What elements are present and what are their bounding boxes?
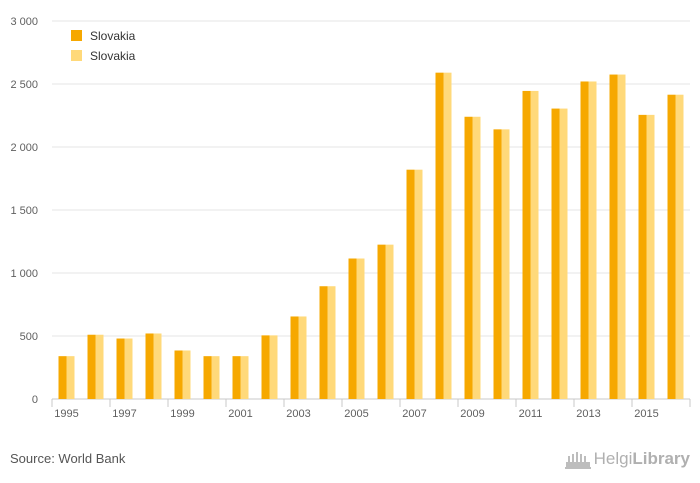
x-tick-label: 1995: [54, 408, 78, 420]
x-tick-label: 2003: [286, 408, 310, 420]
bar: [203, 356, 212, 399]
brand-name-bold: Library: [632, 449, 690, 468]
bar: [551, 108, 560, 399]
bar: [617, 74, 626, 400]
bar-chart: 0 500 1 000 1 500 2 000 2 500 3 000 1995 1997 199…: [10, 16, 691, 420]
legend-swatch: [71, 50, 82, 61]
bar: [675, 94, 684, 400]
bar: [414, 169, 423, 399]
bar: [211, 356, 220, 399]
bar: [95, 334, 104, 399]
x-tick-label: 1997: [112, 408, 136, 420]
bar: [530, 90, 539, 400]
x-tick-label: 2007: [402, 408, 426, 420]
bar: [377, 244, 386, 399]
bar: [385, 244, 394, 399]
legend-swatch: [71, 30, 82, 41]
bar: [290, 316, 299, 399]
bar: [609, 74, 618, 400]
bar: [472, 116, 481, 399]
bar: [464, 116, 473, 399]
bar: [406, 169, 415, 399]
helgilibrary-logo[interactable]: HelgiLibrary: [564, 448, 690, 470]
bar: [443, 72, 452, 399]
bar: [580, 81, 589, 399]
bar: [493, 129, 502, 400]
bar: [667, 94, 676, 400]
x-tick-label: 2009: [460, 408, 484, 420]
bar: [501, 129, 510, 400]
chart-area: 0 500 1 000 1 500 2 000 2 500 3 000 1995 1997 199…: [10, 16, 691, 420]
bar: [232, 356, 241, 399]
bar: [638, 114, 647, 400]
bar: [116, 338, 125, 399]
bar: [319, 286, 328, 399]
x-tick-label: 2005: [344, 408, 368, 420]
x-tick-label: 2015: [634, 408, 658, 420]
legend-label: Slovakia: [90, 29, 136, 43]
x-tick-label: 2013: [576, 408, 600, 420]
source-label: Source: World Bank: [10, 451, 126, 466]
bar: [182, 350, 191, 399]
bar: [153, 333, 162, 399]
y-tick-label: 2 000: [10, 142, 38, 154]
y-tick-label: 0: [32, 394, 38, 406]
bar: [356, 258, 365, 399]
bar: [261, 335, 270, 399]
bar: [298, 316, 307, 399]
bar: [124, 338, 133, 399]
x-tick-label: 1999: [170, 408, 194, 420]
brand-name-regular: Helgi: [593, 449, 633, 468]
x-tick-label: 2011: [519, 408, 543, 420]
x-tick-label: 2001: [228, 408, 252, 420]
bar: [559, 108, 568, 399]
legend-label: Slovakia: [90, 49, 136, 63]
y-tick-label: 2 500: [10, 79, 38, 91]
bar: [435, 72, 444, 399]
bar: [58, 356, 67, 399]
bar: [588, 81, 597, 399]
bar: [348, 258, 357, 399]
bar: [327, 286, 336, 399]
bar: [145, 333, 154, 399]
y-tick-label: 500: [20, 331, 38, 343]
bar: [522, 90, 531, 400]
y-tick-label: 3 000: [10, 16, 38, 28]
brand-name: HelgiLibrary: [594, 449, 690, 469]
bar: [66, 356, 75, 399]
y-tick-label: 1 500: [10, 205, 38, 217]
bar: [87, 334, 96, 399]
bar: [646, 114, 655, 400]
bar: [174, 350, 183, 399]
building-icon: [564, 452, 591, 469]
y-tick-label: 1 000: [10, 268, 38, 280]
chart-footer: Source: World Bank HelgiLibrary: [0, 440, 700, 483]
bar: [269, 335, 278, 399]
bar: [240, 356, 249, 399]
